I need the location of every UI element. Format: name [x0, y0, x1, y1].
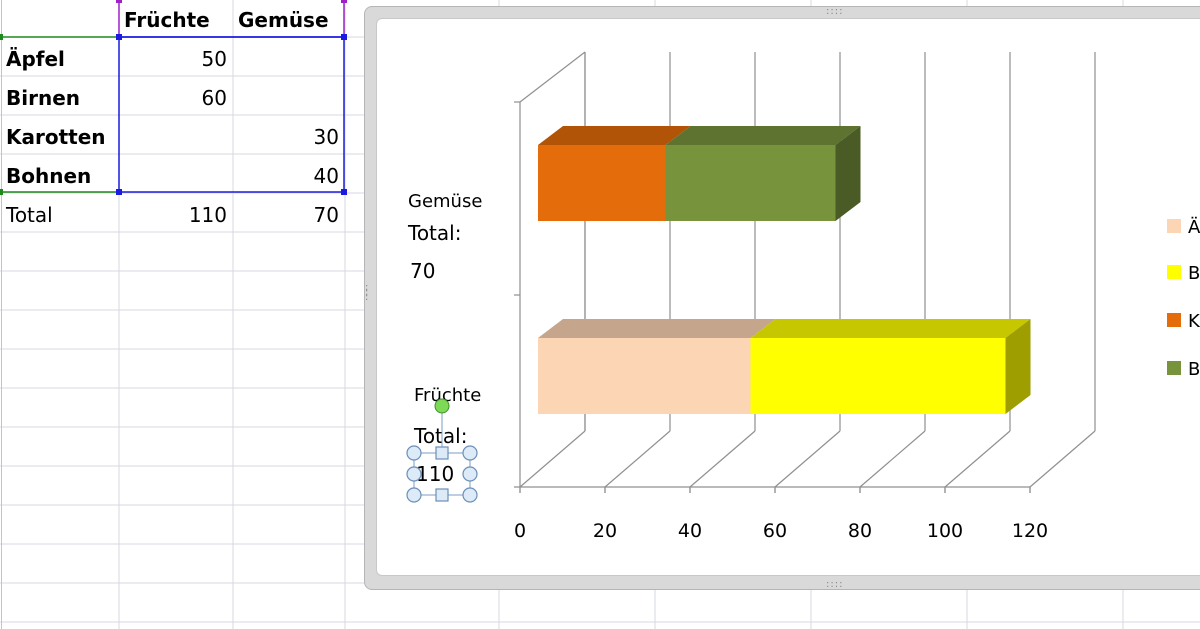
- floor-line: [689, 430, 756, 488]
- bar-top-karotten[interactable]: [538, 126, 691, 145]
- bar-side-birnen[interactable]: [1005, 319, 1031, 414]
- x-tick-label: 60: [763, 520, 787, 542]
- floor-line: [774, 430, 841, 488]
- x-tick-label: 40: [678, 520, 702, 542]
- category-total-label: Total:: [407, 221, 461, 245]
- x-tick-label: 20: [593, 520, 617, 542]
- cell-beans-vegetables[interactable]: 40: [313, 164, 339, 188]
- wall-top-edge: [519, 51, 586, 103]
- row-label-carrots[interactable]: Karotten: [6, 125, 106, 149]
- floor-line: [1029, 430, 1096, 488]
- category-label: Früchte: [414, 385, 481, 406]
- cell-carrots-vegetables[interactable]: 30: [313, 125, 339, 149]
- cell-total-vegetables[interactable]: 70: [313, 203, 339, 227]
- legend-swatch[interactable]: [1167, 265, 1181, 279]
- selection-handle[interactable]: [116, 0, 122, 3]
- column-header-vegetables[interactable]: Gemüse: [238, 8, 329, 32]
- floor-line: [604, 430, 671, 488]
- resize-handle[interactable]: [406, 466, 422, 482]
- column-header-fruits[interactable]: Früchte: [124, 8, 210, 32]
- floor-line: [859, 430, 926, 488]
- floor-line: [519, 430, 586, 488]
- category-total-label: Total:: [413, 424, 467, 448]
- row-label-pears[interactable]: Birnen: [6, 86, 81, 110]
- bar-top-äpfel[interactable]: [538, 319, 776, 338]
- legend-entry[interactable]: Ä: [1188, 217, 1200, 238]
- bar-side-bohnen[interactable]: [835, 126, 861, 221]
- bar-bohnen[interactable]: [665, 145, 836, 221]
- category-label: Gemüse: [408, 191, 482, 212]
- cell-pears-fruits[interactable]: 60: [201, 86, 227, 110]
- selection-handle[interactable]: [0, 189, 3, 195]
- legend-entry[interactable]: B: [1188, 359, 1200, 380]
- legend-swatch[interactable]: [1167, 313, 1181, 327]
- row-label-total[interactable]: Total: [6, 203, 53, 227]
- resize-handle[interactable]: [462, 487, 478, 503]
- x-tick-label: 0: [514, 520, 526, 542]
- row-label-beans[interactable]: Bohnen: [6, 164, 92, 188]
- legend-swatch[interactable]: [1167, 219, 1181, 233]
- cell-total-fruits[interactable]: 110: [188, 203, 227, 227]
- resize-handle[interactable]: [435, 446, 449, 460]
- resize-handle[interactable]: [435, 488, 449, 502]
- selection-handle[interactable]: [116, 189, 122, 195]
- rotate-handle[interactable]: [434, 398, 450, 414]
- selection-handle[interactable]: [116, 34, 122, 40]
- bar-birnen[interactable]: [750, 338, 1006, 414]
- category-total-value: 110: [416, 462, 454, 486]
- cell-apples-fruits[interactable]: 50: [201, 47, 227, 71]
- legend-entry[interactable]: K: [1188, 311, 1200, 332]
- legend-swatch[interactable]: [1167, 361, 1181, 375]
- floor-line: [944, 430, 1011, 488]
- resize-handle[interactable]: [462, 445, 478, 461]
- selection-handle[interactable]: [0, 34, 3, 40]
- resize-handle[interactable]: [406, 487, 422, 503]
- chart-resize-handle-top[interactable]: ::::: [826, 6, 844, 17]
- bar-top-birnen[interactable]: [750, 319, 1031, 338]
- resize-handle[interactable]: [406, 445, 422, 461]
- legend-entry[interactable]: B: [1188, 263, 1200, 284]
- chart-resize-handle-left[interactable]: : : :: [365, 282, 370, 303]
- chart-resize-handle-bottom[interactable]: ::::: [826, 579, 844, 590]
- selection-handle[interactable]: [341, 0, 347, 3]
- x-tick-label: 100: [927, 520, 963, 542]
- bar-karotten[interactable]: [538, 145, 666, 221]
- selection-handle[interactable]: [341, 34, 347, 40]
- bar-top-bohnen[interactable]: [665, 126, 861, 145]
- category-total-value: 70: [410, 259, 435, 283]
- x-tick-label: 120: [1012, 520, 1048, 542]
- x-tick-label: 80: [848, 520, 872, 542]
- chart-area[interactable]: [376, 18, 1200, 576]
- bar-äpfel[interactable]: [538, 338, 751, 414]
- resize-handle[interactable]: [462, 466, 478, 482]
- row-label-apples[interactable]: Äpfel: [6, 47, 65, 71]
- selection-range: [0, 0, 347, 195]
- selection-handle[interactable]: [341, 189, 347, 195]
